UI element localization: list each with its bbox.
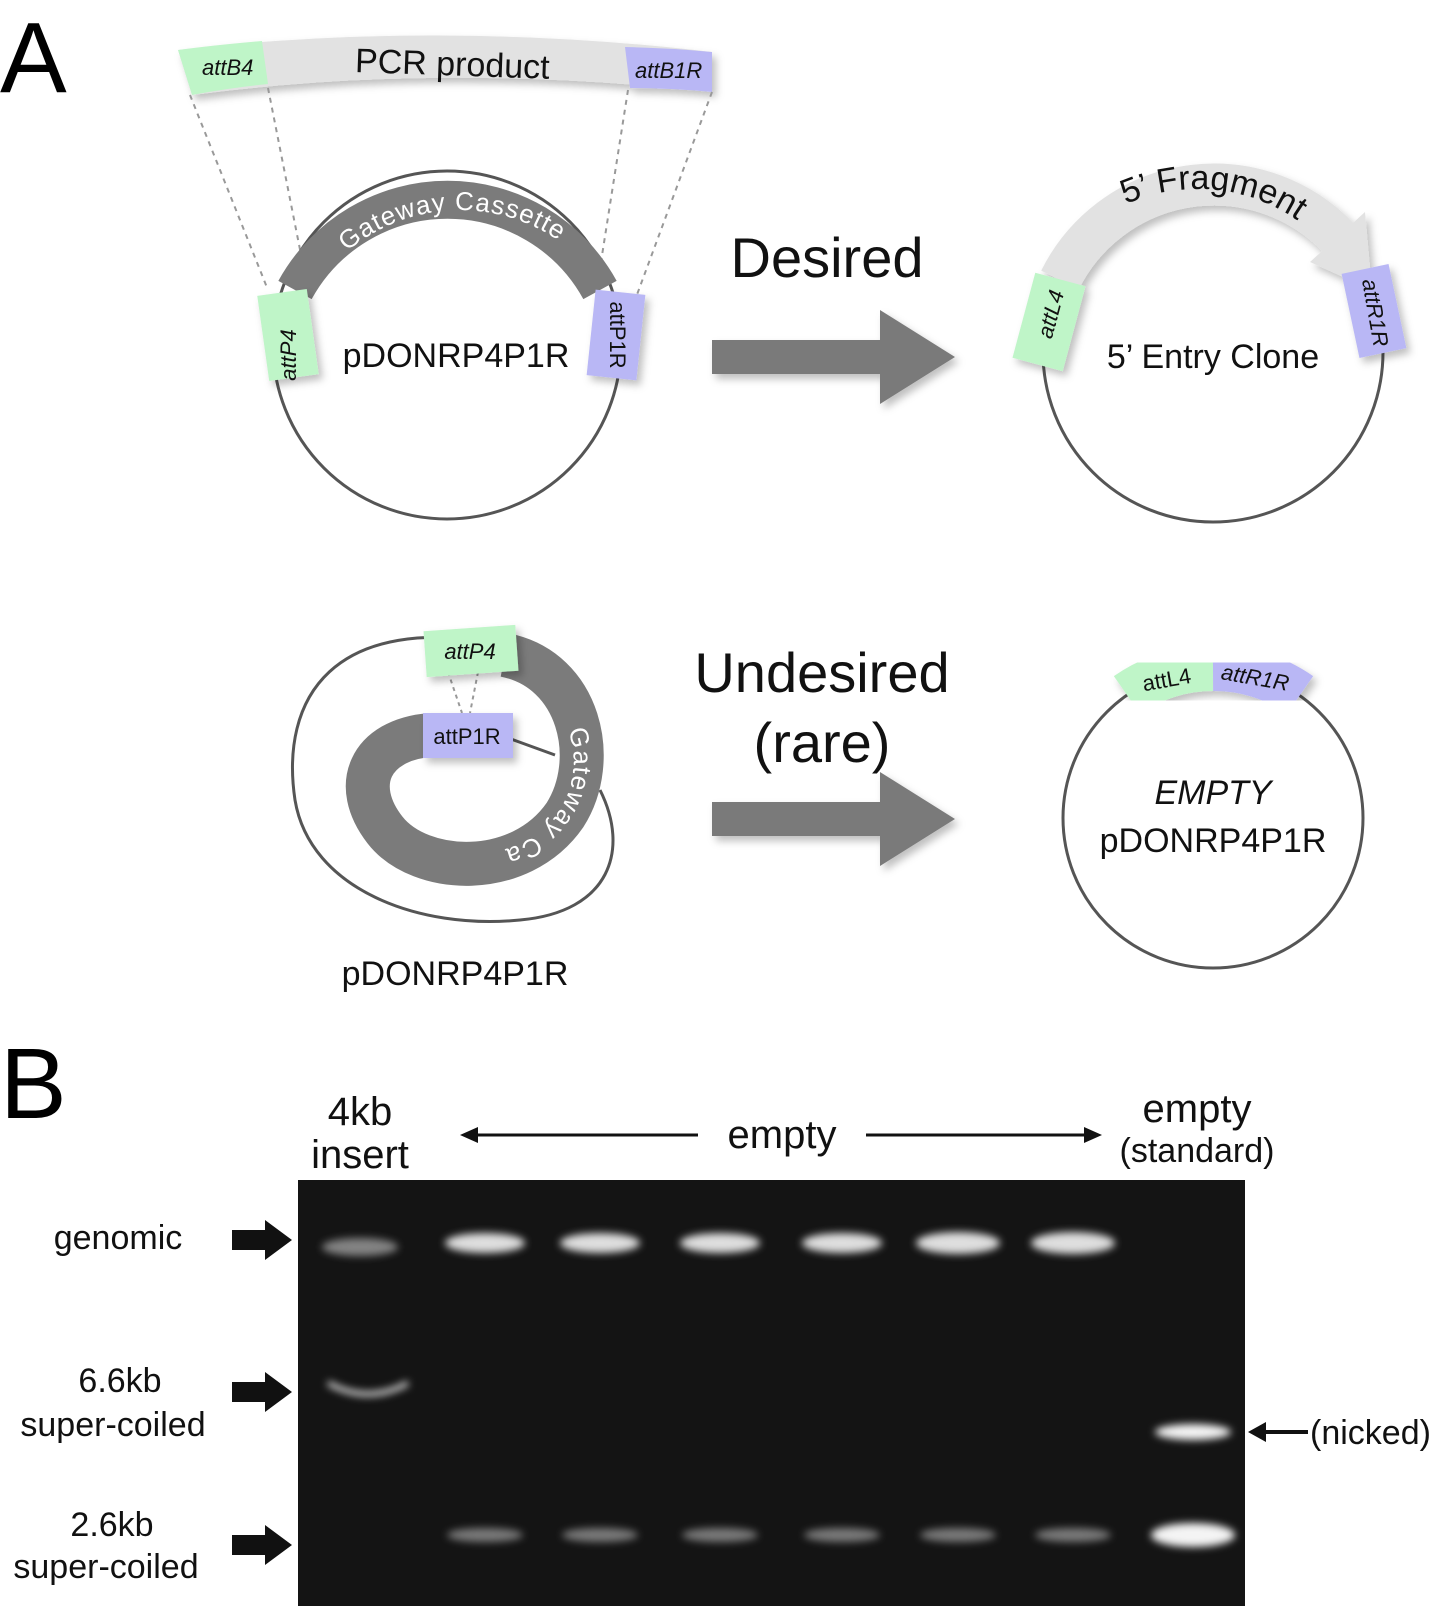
band-26-arrow [232, 1525, 292, 1565]
band-66-arrow [232, 1372, 292, 1412]
attp1r-label: attP1R [605, 301, 630, 368]
lane-first-line2: insert [311, 1133, 409, 1177]
coiled-cassette [345, 633, 604, 886]
entry-clone-name: 5’ Entry Clone [1107, 338, 1319, 376]
empty-line2: pDONRP4P1R [1100, 822, 1327, 860]
genomic-bands [322, 1232, 1115, 1256]
panel-a-label: A [0, 2, 67, 114]
undesired-label-line1: Undesired [694, 641, 949, 704]
nicked-arrow [1248, 1422, 1308, 1442]
empty-range-arrow [460, 1127, 1102, 1143]
empty-line1: EMPTY [1154, 774, 1273, 812]
fragment-arrowhead [1310, 212, 1372, 290]
donor-name: pDONRP4P1R [343, 337, 570, 375]
pcr-product-band [178, 35, 712, 95]
attb4-site [178, 41, 268, 95]
coiled-attp4-site [423, 624, 519, 678]
coiled-donor-name: pDONRP4P1R [342, 955, 569, 993]
attp4-site [257, 288, 319, 382]
attr1r-site [1341, 263, 1407, 359]
lane-last-line2: (standard) [1120, 1132, 1275, 1170]
band-66-line1: 6.6kb [78, 1362, 161, 1400]
coiled-backbone [291, 635, 615, 923]
panel-b-label: B [0, 1028, 67, 1140]
attb1r-label: attB1R [635, 58, 702, 83]
attb4-label: attB4 [202, 55, 253, 80]
coiled-attp4-label: attP4 [444, 639, 495, 664]
band-nicked [1155, 1424, 1231, 1440]
donor-plasmid [257, 169, 646, 521]
lane-first-line1: 4kb [328, 1090, 393, 1134]
bands-2-6kb [447, 1528, 1111, 1542]
band-26-line2: super-coiled [13, 1548, 198, 1586]
coiled-guides [447, 671, 479, 714]
fragment-band [1041, 163, 1361, 290]
attp4-label: attP4 [276, 329, 301, 380]
empty-attr1r-site [1212, 644, 1314, 715]
empty-attl4-site [1113, 644, 1214, 715]
attp1r-site [586, 289, 646, 381]
lane-last-line1: empty [1143, 1087, 1252, 1131]
coiled-donor [291, 624, 615, 923]
gateway-cassette [278, 180, 617, 300]
band-2-6kb-standard [1151, 1523, 1235, 1547]
entry-clone [1012, 163, 1407, 524]
gel-bands [322, 1232, 1235, 1547]
nicked-label: (nicked) [1310, 1414, 1431, 1452]
coiled-attp1r-site [423, 713, 513, 758]
band-26-line1: 2.6kb [70, 1506, 153, 1544]
undesired-label-line2: (rare) [754, 711, 891, 774]
band-6-6kb [326, 1380, 410, 1397]
empty-product [1061, 644, 1365, 970]
desired-arrow [712, 310, 955, 404]
genomic-arrow [232, 1220, 292, 1260]
band-66-line2: super-coiled [20, 1406, 205, 1444]
lane-middle-label: empty [728, 1113, 837, 1157]
coiled-attp1r-label: attP1R [433, 724, 500, 749]
attb1r-site [625, 47, 712, 92]
attl4-site [1012, 272, 1086, 372]
empty-backbone [1061, 666, 1365, 970]
pcr-product-label: PCR product [354, 42, 550, 87]
desired-label: Desired [731, 226, 924, 289]
pcr-product [178, 35, 712, 95]
genomic-label: genomic [54, 1219, 183, 1257]
undesired-arrow [712, 772, 955, 866]
